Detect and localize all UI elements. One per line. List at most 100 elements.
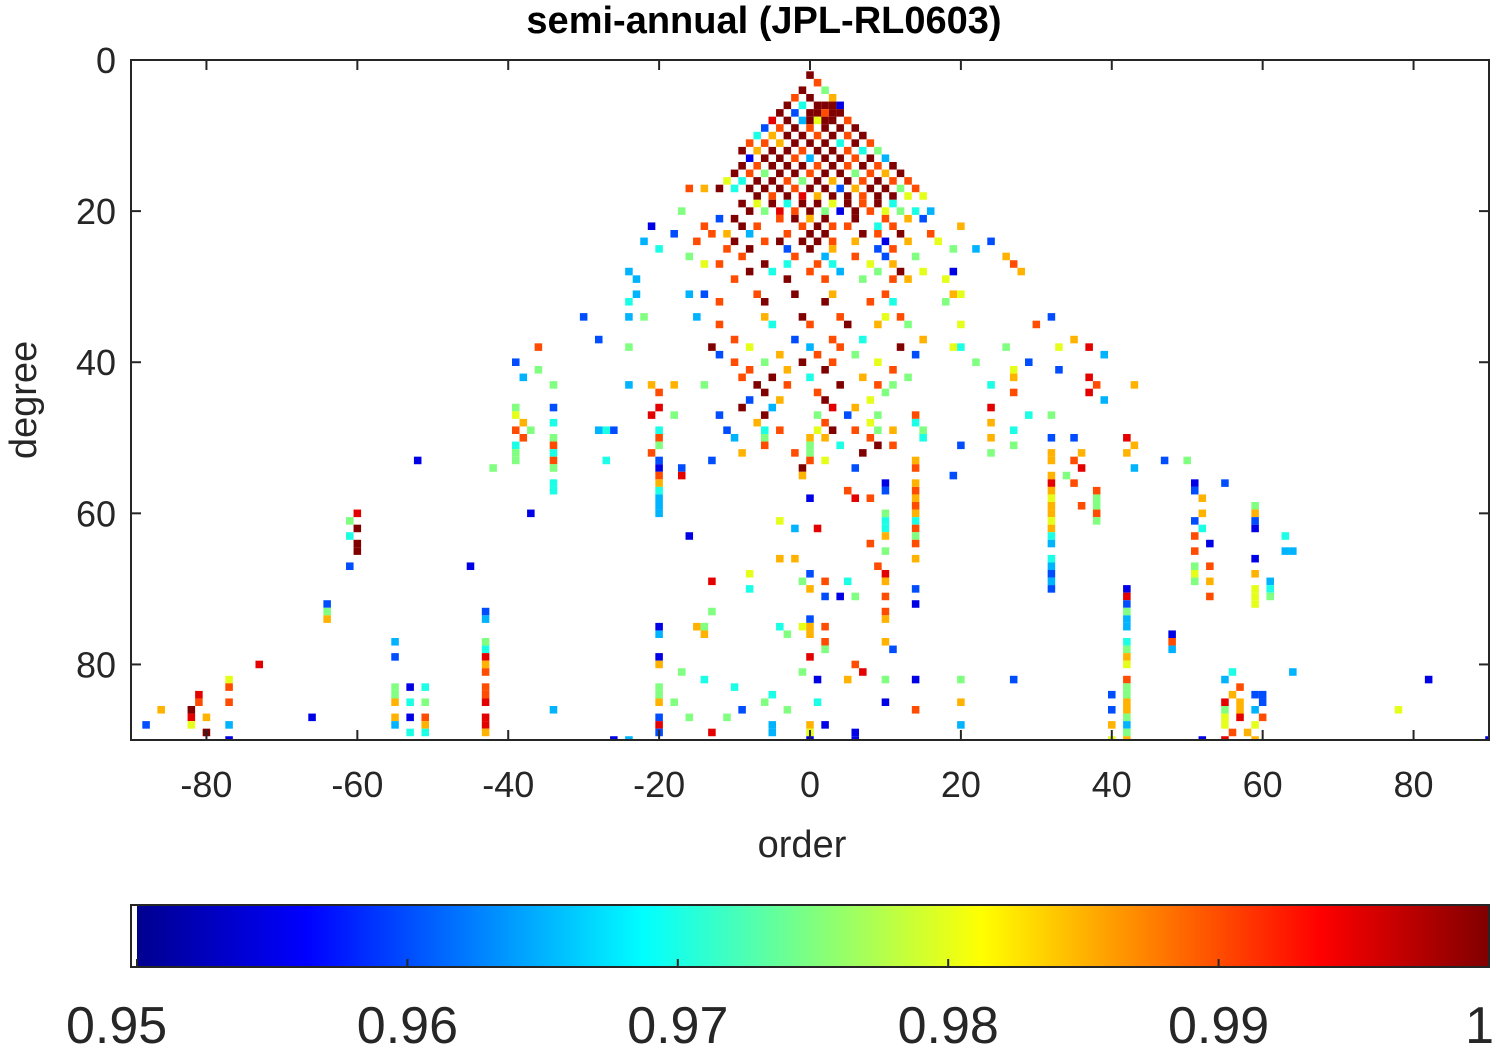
heatmap-cell — [723, 245, 731, 253]
heatmap-cell — [881, 313, 890, 321]
heatmap-cell — [836, 109, 844, 117]
heatmap-cell — [919, 192, 927, 200]
heatmap-cell — [957, 441, 965, 450]
heatmap-cell — [1236, 698, 1244, 706]
colorbar-tick-label: 1 — [1465, 997, 1494, 1050]
heatmap-cell — [821, 109, 829, 117]
heatmap-cell — [821, 638, 829, 646]
heatmap-cell — [949, 245, 958, 253]
heatmap-cell — [836, 592, 844, 601]
heatmap-cell — [1123, 622, 1131, 631]
heatmap-cell — [1251, 585, 1259, 593]
heatmap-cell — [519, 434, 528, 442]
heatmap-cell — [632, 290, 641, 298]
heatmap-cell — [821, 207, 829, 215]
heatmap-cell — [1228, 728, 1237, 737]
heatmap-cell — [1123, 600, 1131, 608]
heatmap-cell — [1190, 486, 1199, 495]
heatmap-cell — [874, 230, 882, 238]
heatmap-cell — [1228, 668, 1237, 676]
heatmap-cell — [391, 713, 399, 722]
heatmap-cell — [1266, 592, 1274, 601]
heatmap-cell — [670, 230, 678, 238]
heatmap-cell — [783, 192, 792, 200]
heatmap-cell — [806, 434, 814, 442]
heatmap-cells — [142, 71, 1489, 740]
heatmap-cell — [919, 434, 927, 442]
heatmap-cell — [1206, 539, 1214, 548]
heatmap-cell — [881, 509, 890, 518]
heatmap-cell — [919, 267, 927, 276]
heatmap-cell — [1424, 675, 1433, 684]
heatmap-cell — [813, 192, 822, 200]
heatmap-cell — [715, 411, 724, 419]
heatmap-cell — [874, 192, 882, 200]
heatmap-cell — [806, 207, 814, 215]
heatmap-cell — [760, 441, 769, 450]
heatmap-cell — [1251, 502, 1259, 510]
heatmap-cell — [813, 78, 822, 87]
heatmap-cell — [821, 116, 829, 125]
heatmap-cell — [889, 192, 897, 200]
heatmap-cell — [745, 267, 754, 276]
heatmap-cell — [911, 706, 920, 714]
heatmap-cell — [534, 366, 543, 374]
heatmap-cell — [511, 441, 520, 450]
heatmap-cell — [874, 267, 882, 276]
heatmap-cell — [647, 222, 656, 230]
heatmap-cell — [1047, 524, 1056, 533]
heatmap-cell — [791, 449, 799, 457]
heatmap-cell — [655, 426, 663, 434]
heatmap-cell — [753, 381, 761, 389]
heatmap-cell — [821, 154, 829, 162]
heatmap-cell — [723, 230, 731, 238]
heatmap-cell — [738, 146, 746, 155]
heatmap-cell — [843, 199, 852, 208]
heatmap-cell — [655, 683, 663, 691]
heatmap-cell — [1077, 502, 1086, 510]
chart-title: semi-annual (JPL-RL0603) — [526, 0, 1001, 42]
heatmap-cell — [813, 131, 822, 140]
heatmap-cell — [851, 736, 860, 740]
heatmap-cell — [874, 562, 882, 570]
heatmap-cell — [791, 214, 799, 223]
heatmap-cell — [783, 275, 792, 283]
heatmap-cell — [783, 245, 792, 253]
heatmap-cell — [323, 607, 331, 616]
heatmap-cell — [225, 721, 233, 729]
heatmap-cell — [730, 358, 739, 366]
heatmap-cell — [610, 426, 618, 434]
heatmap-cell — [806, 320, 814, 329]
heatmap-cell — [949, 290, 958, 298]
colorbar-tick-label: 0.96 — [357, 997, 458, 1050]
heatmap-cell — [1047, 411, 1056, 419]
heatmap-cell — [1168, 645, 1176, 654]
heatmap-cell — [1108, 721, 1116, 729]
heatmap-cell — [670, 381, 678, 389]
heatmap-cell — [481, 668, 490, 676]
y-tick-label: 80 — [76, 644, 116, 685]
heatmap-cell — [783, 101, 792, 110]
heatmap-cell — [685, 290, 694, 298]
heatmap-cell — [466, 562, 475, 570]
heatmap-cell — [828, 116, 837, 125]
heatmap-cell — [768, 116, 777, 125]
heatmap-cell — [1047, 486, 1056, 495]
heatmap-cell — [881, 532, 890, 540]
heatmap-cell — [708, 456, 716, 465]
heatmap-cell — [859, 177, 867, 185]
heatmap-cell — [911, 486, 920, 495]
heatmap-cell — [843, 675, 852, 684]
heatmap-cell — [549, 449, 558, 457]
heatmap-cell — [655, 479, 663, 487]
heatmap-cell — [881, 169, 890, 178]
x-tick-label: -20 — [633, 764, 685, 805]
heatmap-cell — [655, 713, 663, 722]
heatmap-cell — [1198, 494, 1207, 502]
heatmap-cell — [1047, 479, 1056, 487]
heatmap-cell — [919, 335, 927, 344]
heatmap-cell — [821, 214, 829, 223]
heatmap-cell — [594, 335, 603, 344]
heatmap-cell — [647, 411, 656, 419]
heatmap-cell — [806, 169, 814, 178]
